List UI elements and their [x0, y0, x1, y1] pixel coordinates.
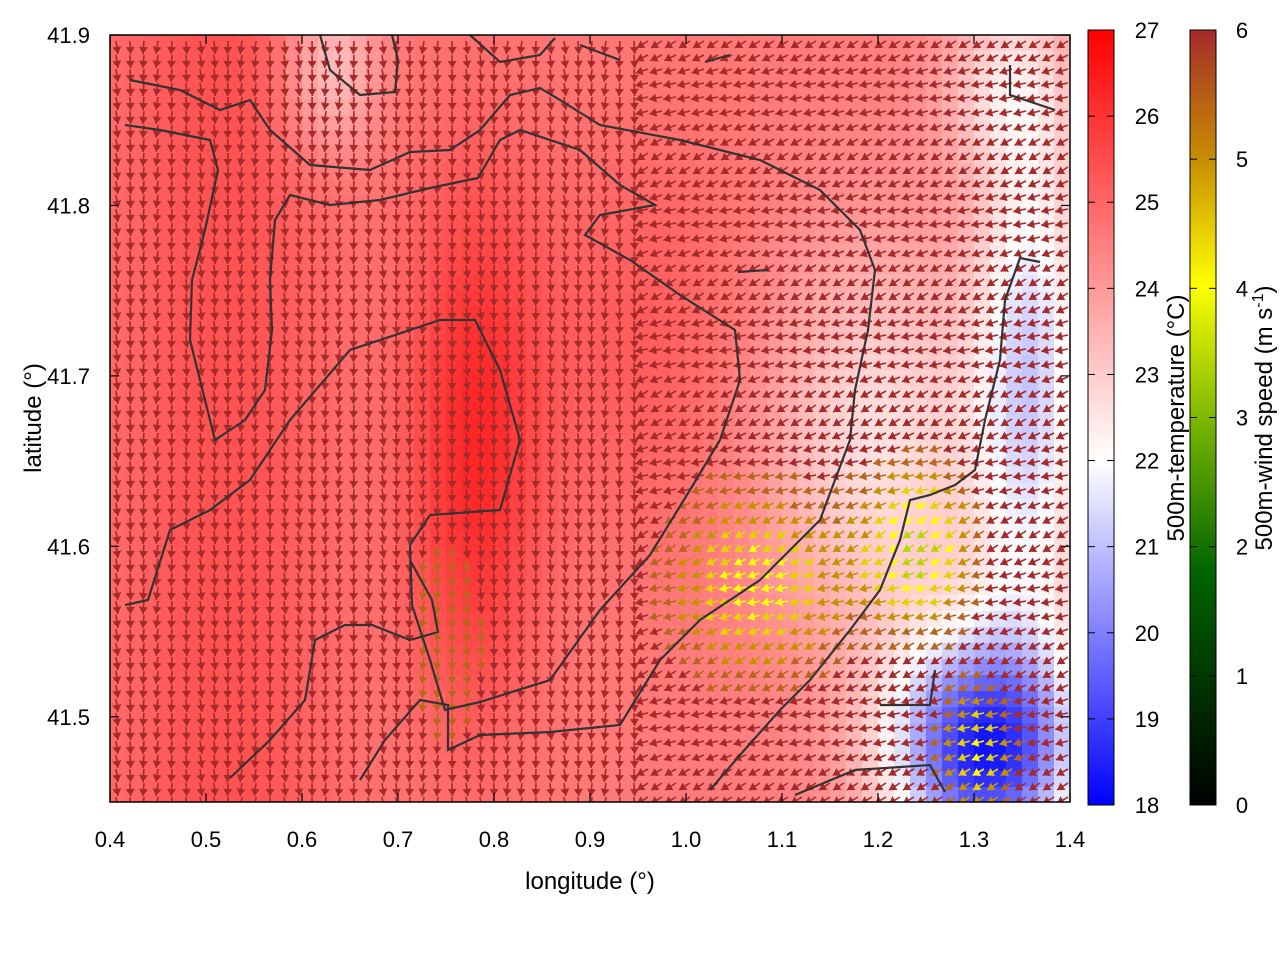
temperature-colorbar-tick-label: 24 — [1135, 276, 1159, 301]
temperature-colorbar-tick-label: 26 — [1135, 104, 1159, 129]
wind-colorbar-tick-label: 2 — [1236, 535, 1248, 560]
temperature-contour — [579, 43, 621, 62]
x-tick-label: 1.3 — [959, 827, 990, 852]
temperature-contour — [704, 53, 731, 64]
temperature-contour — [794, 763, 946, 797]
y-tick-label: 41.5 — [47, 705, 90, 730]
wind-colorbar-tick-label: 4 — [1236, 276, 1248, 301]
temperature-contour — [1008, 65, 1056, 112]
temperature-colorbar-gradient — [1087, 29, 1115, 806]
temperature-colorbar-tick-label: 18 — [1135, 793, 1159, 818]
x-tick-label: 0.4 — [95, 827, 126, 852]
y-tick-label: 41.8 — [47, 193, 90, 218]
y-tick-label: 41.6 — [47, 534, 90, 559]
x-tick-label: 0.6 — [287, 827, 318, 852]
x-tick-label: 1.4 — [1055, 827, 1086, 852]
wind-colorbar-label-end: ) — [1251, 286, 1278, 294]
temperature-contour — [229, 559, 440, 779]
y-axis-label: latitude (°) — [20, 363, 47, 473]
wind-colorbar-tick-label: 0 — [1236, 793, 1248, 818]
wind-colorbar-tick-label: 5 — [1236, 147, 1248, 172]
temperature-contour — [709, 256, 1041, 791]
temperature-colorbar-label: 500m-temperature (°C) — [1163, 294, 1190, 541]
temperature-contour — [469, 35, 556, 64]
x-axis-label: longitude (°) — [525, 868, 655, 895]
temperature-colorbar-tick-label: 25 — [1135, 190, 1159, 215]
temperature-colorbar-tick-label: 23 — [1135, 362, 1159, 387]
x-tick-label: 1.0 — [671, 827, 702, 852]
wind-colorbar-tick-label: 1 — [1236, 664, 1248, 689]
temperature-colorbar-tick-label: 21 — [1135, 535, 1159, 560]
x-tick-label: 0.7 — [383, 827, 414, 852]
temperature-colorbar: 18 19 20 21 22 23 24 25 26 27 500m-temperature (°… — [1087, 18, 1190, 818]
temperature-colorbar-tick-label: 27 — [1135, 18, 1159, 43]
y-axis: 41.5 41.6 41.7 41.8 41.9 — [47, 23, 1070, 730]
x-tick-label: 0.8 — [479, 827, 510, 852]
temperature-colorbar-tick-label: 22 — [1135, 449, 1159, 474]
x-axis: 0.4 0.5 0.6 0.7 0.8 0.9 1.0 1.1 1.2 1.3 1.4 — [95, 35, 1086, 852]
temperature-colorbar-tick-label: 20 — [1135, 621, 1159, 646]
wind-colorbar-label-main: 500m-wind speed (m s — [1251, 308, 1278, 551]
x-tick-label: 1.2 — [863, 827, 894, 852]
wind-speed-colorbar: 0 1 2 3 4 5 6 500m-wind speed (m s-1) — [1189, 18, 1278, 818]
plot-area — [110, 35, 1070, 802]
temperature-contour — [318, 35, 400, 97]
wind-colorbar-label: 500m-wind speed (m s-1) — [1250, 286, 1278, 551]
wind-vectors — [112, 40, 1069, 802]
wind-colorbar-label-sup: -1 — [1250, 293, 1267, 307]
temperature-contour — [880, 669, 937, 707]
temperature-contour — [124, 123, 742, 712]
temperature-colorbar-tick-label: 19 — [1135, 707, 1159, 732]
y-tick-label: 41.9 — [47, 23, 90, 48]
wind-colorbar-tick-label: 3 — [1236, 406, 1248, 431]
temperature-contour — [129, 78, 877, 781]
temperature-contour — [737, 268, 769, 274]
x-tick-label: 1.1 — [767, 827, 798, 852]
temperature-contours — [124, 35, 1056, 797]
x-tick-label: 0.9 — [575, 827, 606, 852]
y-tick-label: 41.7 — [47, 364, 90, 389]
wind-colorbar-tick-label: 6 — [1236, 18, 1248, 43]
x-tick-label: 0.5 — [191, 827, 222, 852]
